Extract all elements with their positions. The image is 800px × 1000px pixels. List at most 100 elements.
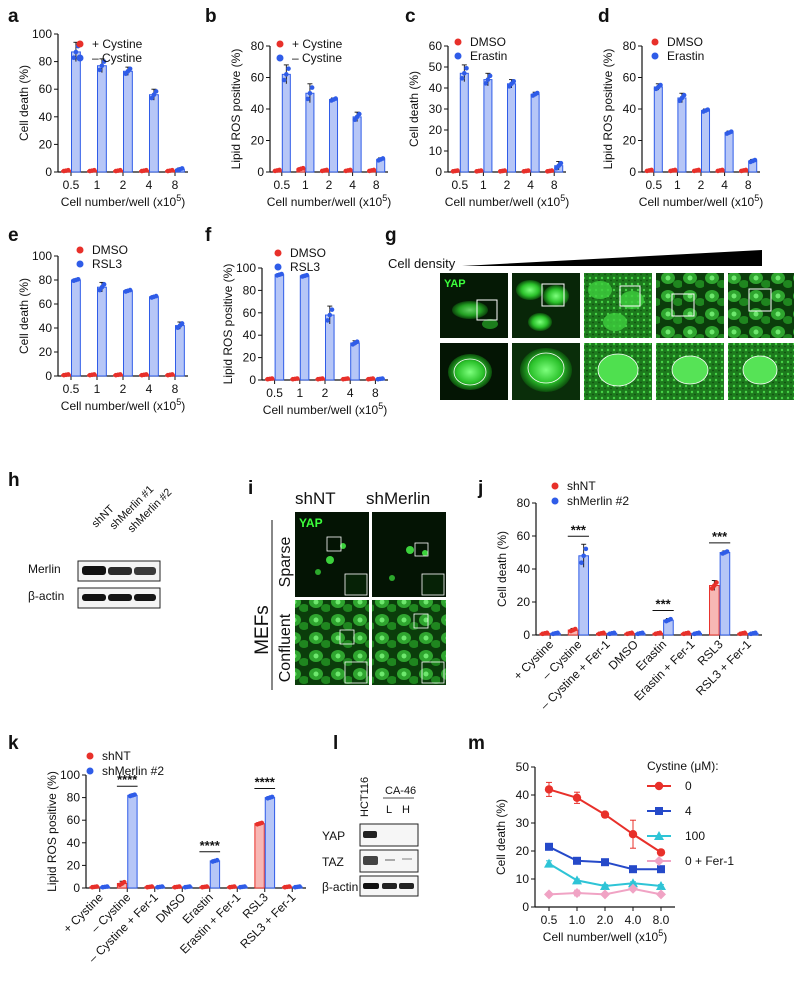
panel-letter-m: m bbox=[468, 733, 485, 754]
data-point bbox=[600, 889, 610, 900]
l-row-yap: YAP bbox=[322, 829, 345, 843]
x-tick-label: 8.0 bbox=[653, 913, 670, 927]
y-axis-label: Cell death (%) bbox=[407, 71, 421, 147]
y-tick-label: 0 bbox=[629, 165, 636, 179]
legend-marker bbox=[86, 752, 94, 760]
bar bbox=[507, 83, 517, 173]
g-yap-label: YAP bbox=[444, 278, 466, 290]
x-axis-label: Cell number/well (x105) bbox=[61, 397, 185, 413]
data-point bbox=[127, 66, 133, 72]
panel-letter-e: e bbox=[8, 225, 19, 246]
y-tick-label: 40 bbox=[251, 102, 265, 116]
data-point bbox=[91, 167, 97, 173]
y-tick-label: 80 bbox=[251, 39, 265, 53]
data-point bbox=[347, 167, 353, 173]
bar bbox=[724, 132, 734, 173]
y-tick-label: 100 bbox=[32, 249, 52, 263]
x-axis-label: Cell number/well (x105) bbox=[543, 928, 667, 944]
i-confluent-shmerlin bbox=[372, 600, 446, 685]
legend-label: Erastin bbox=[667, 49, 704, 63]
density-gradient-wedge bbox=[462, 250, 762, 266]
legend-label: RSL3 bbox=[290, 260, 320, 274]
y-tick-label: 20 bbox=[67, 858, 81, 872]
data-point bbox=[354, 339, 360, 344]
i-col-shnt: shNT bbox=[295, 489, 336, 508]
data-point bbox=[600, 810, 610, 819]
bar bbox=[97, 286, 107, 377]
data-point bbox=[629, 630, 635, 636]
legend-marker bbox=[274, 263, 282, 271]
panel-letter-c: c bbox=[405, 6, 416, 27]
panel-letter-k: k bbox=[8, 733, 19, 754]
data-point bbox=[159, 884, 165, 889]
x-tick-label: 1 bbox=[94, 178, 101, 192]
y-tick-label: 80 bbox=[67, 791, 81, 805]
data-point bbox=[304, 272, 310, 278]
data-point bbox=[544, 889, 554, 900]
x-tick-label: 0.5 bbox=[451, 178, 468, 192]
bar bbox=[274, 274, 285, 381]
x-tick-label: 2 bbox=[120, 382, 127, 396]
y-tick-label: 80 bbox=[39, 273, 53, 287]
data-point bbox=[544, 858, 554, 868]
legend-label: shNT bbox=[567, 479, 596, 493]
data-point bbox=[269, 376, 275, 381]
y-tick-label: 30 bbox=[429, 102, 443, 116]
i-col-shmerlin: shMerlin bbox=[366, 489, 430, 508]
data-point bbox=[656, 848, 666, 857]
l-sublane-h: H bbox=[402, 804, 410, 816]
y-tick-label: 100 bbox=[32, 27, 52, 41]
data-point bbox=[153, 293, 159, 299]
data-point bbox=[297, 884, 302, 889]
data-point bbox=[329, 307, 335, 312]
x-tick-label: 0.5 bbox=[63, 382, 80, 396]
g-image-5 bbox=[728, 273, 794, 338]
data-point bbox=[462, 71, 467, 76]
bar bbox=[719, 552, 731, 636]
x-tick-label: 1 bbox=[480, 178, 487, 192]
data-point bbox=[752, 157, 758, 163]
i-row-confluent: Confluent bbox=[277, 613, 294, 682]
data-point bbox=[581, 553, 586, 559]
y-tick-label: 80 bbox=[623, 39, 637, 53]
data-point bbox=[572, 888, 582, 898]
y-tick-label: 20 bbox=[251, 134, 265, 148]
l-row-actin: β-actin bbox=[322, 880, 358, 894]
data-point bbox=[204, 884, 210, 889]
x-tick-label: 2.0 bbox=[597, 913, 614, 927]
legend-marker bbox=[454, 38, 462, 46]
data-point bbox=[535, 90, 540, 96]
y-tick-label: 60 bbox=[623, 71, 637, 85]
bar bbox=[123, 70, 133, 173]
data-point bbox=[657, 630, 663, 636]
y-tick-label: 80 bbox=[243, 283, 257, 297]
data-point bbox=[511, 78, 517, 84]
data-point bbox=[640, 630, 645, 636]
chart-b: 0 20 40 60 80 Lipid ROS positive (%) 0.5 1 2 4 8Ce… bbox=[229, 37, 391, 209]
l-yap-blot bbox=[359, 823, 419, 847]
g-image-4 bbox=[656, 273, 724, 338]
legend-label: DMSO bbox=[290, 246, 326, 260]
y-tick-label: 40 bbox=[623, 102, 637, 116]
data-point bbox=[555, 630, 560, 636]
legend-label: shMerlin #2 bbox=[102, 764, 164, 778]
legend-marker bbox=[276, 40, 284, 48]
panel-letter-b: b bbox=[205, 6, 217, 27]
h-row-actin: β-actin bbox=[28, 589, 64, 603]
data-point bbox=[151, 92, 157, 98]
data-point bbox=[600, 881, 610, 890]
data-point bbox=[277, 167, 282, 173]
y-tick-label: 0 bbox=[257, 165, 264, 179]
bar bbox=[71, 51, 81, 173]
data-point bbox=[753, 630, 758, 636]
bar bbox=[209, 860, 221, 889]
x-tick-label: 4 bbox=[347, 386, 354, 400]
data-point bbox=[127, 287, 133, 293]
data-point bbox=[628, 878, 638, 888]
data-point bbox=[371, 167, 377, 173]
data-point bbox=[628, 883, 638, 894]
legend-marker bbox=[551, 497, 559, 505]
